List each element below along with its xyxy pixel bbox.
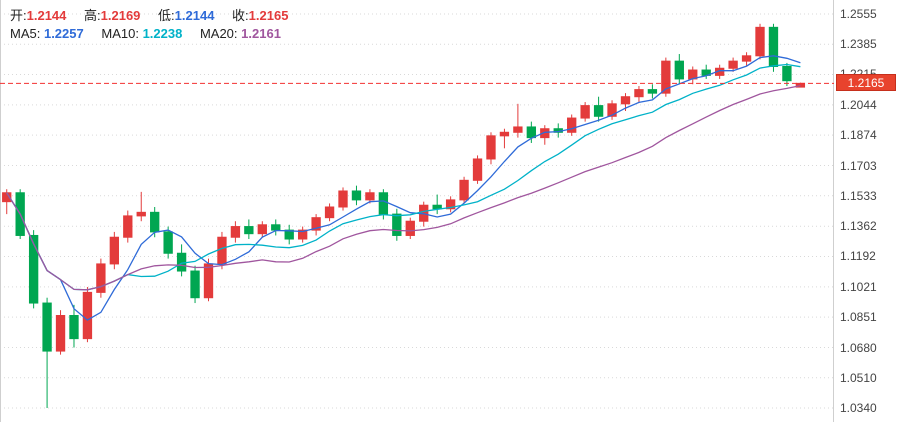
- low-label: 低:: [158, 8, 175, 23]
- axis-label: 1.1874: [840, 128, 877, 143]
- axis-label: 1.0851: [840, 310, 877, 325]
- ma20-readout: MA20: 1.2161: [200, 26, 281, 41]
- axis-label: 1.1192: [840, 249, 876, 264]
- candlestick-chart-plot[interactable]: [0, 0, 834, 422]
- ma5-value: 1.2257: [43, 26, 84, 41]
- axis-label: 1.0340: [840, 401, 877, 415]
- axis-label: 1.0510: [840, 370, 877, 385]
- ma20-label: MA20:: [199, 26, 238, 41]
- axis-label: 1.1362: [840, 219, 877, 234]
- axis-label: 1.1021: [840, 279, 877, 294]
- last-price-tag: 1.2165: [836, 74, 896, 92]
- ma-readout: MA5: 1.2257 MA10: 1.2238 MA20: 1.2161: [10, 26, 295, 41]
- open-value: 1.2144: [26, 8, 67, 23]
- price-axis: 1.25551.23851.22151.20441.18741.17031.15…: [834, 0, 902, 422]
- ohlc-readout: 开:1.2144 高:1.2169 低:1.2144 收:1.2165: [10, 5, 302, 24]
- ma20-value: 1.2161: [241, 26, 281, 41]
- axis-label: 1.2385: [840, 37, 877, 52]
- high-readout: 高:1.2169: [84, 8, 140, 23]
- axis-label: 1.2044: [840, 97, 877, 112]
- plot-frame: [0, 0, 834, 422]
- axis-label: 1.0680: [840, 340, 877, 355]
- grid-lines: [0, 13, 834, 409]
- ma5-readout: MA5: 1.2257: [10, 26, 84, 41]
- low-value: 1.2144: [174, 8, 215, 23]
- high-label: 高:: [84, 8, 101, 23]
- ma5-label: MA5:: [10, 26, 41, 41]
- open-readout: 开:1.2144: [10, 8, 66, 23]
- ma10-value: 1.2238: [142, 26, 183, 41]
- close-readout: 收:1.2165: [232, 8, 288, 23]
- axis-label: 1.2555: [840, 7, 877, 21]
- ma10-label: MA10:: [101, 26, 139, 41]
- close-value: 1.2165: [248, 8, 289, 23]
- axis-label: 1.1533: [840, 188, 877, 203]
- ma-lines: [6, 55, 801, 321]
- ma10-readout: MA10: 1.2238: [101, 26, 182, 41]
- candles: [2, 23, 806, 408]
- open-label: 开:: [10, 8, 27, 23]
- close-label: 收:: [232, 8, 249, 23]
- high-value: 1.2169: [100, 8, 141, 23]
- low-readout: 低:1.2144: [158, 8, 214, 23]
- axis-label: 1.1703: [840, 158, 877, 173]
